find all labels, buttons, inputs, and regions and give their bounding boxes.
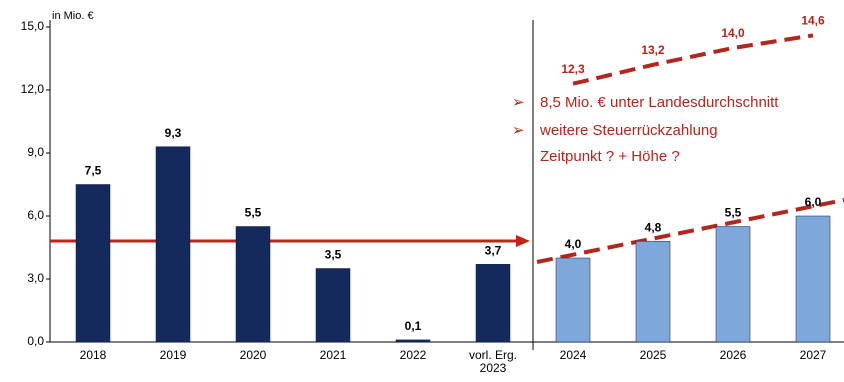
bullet: ➢: [512, 94, 525, 111]
bar: [475, 264, 511, 343]
bar: [795, 215, 831, 343]
upper-trend: [572, 33, 814, 86]
annotation: Zeitpunkt ? + Höhe ?: [540, 148, 680, 165]
x-tick-label: 2025: [639, 348, 667, 362]
x-tick-label: vorl. Erg. 2023: [468, 348, 517, 375]
value-label: 3,7: [485, 243, 502, 257]
bar: [555, 257, 591, 343]
value-label: 9,3: [165, 126, 182, 140]
y-tick-label: 3,0: [27, 271, 44, 285]
y-tick-label: 6,0: [27, 208, 44, 222]
bar: [155, 146, 191, 343]
y-tick-label: 0,0: [27, 334, 44, 348]
value-label: 5,5: [725, 206, 742, 220]
value-label: 4,8: [645, 220, 662, 234]
trend-label: 14,0: [721, 26, 745, 40]
bar: [75, 184, 111, 343]
x-tick-label: 2022: [399, 348, 427, 362]
x-tick-label: 2024: [559, 348, 587, 362]
bar: [715, 226, 751, 343]
x-tick-label: 2027: [799, 348, 827, 362]
x-tick-label: 2018: [79, 348, 107, 362]
bar: [395, 339, 431, 343]
y-tick-label: 15,0: [21, 19, 45, 33]
y-tick-label: 12,0: [21, 82, 45, 96]
value-label: 3,5: [325, 248, 342, 262]
bar: [235, 226, 271, 343]
x-tick-label: 2026: [719, 348, 747, 362]
bar: [635, 240, 671, 343]
annotation: 8,5 Mio. € unter Landesdurchschnitt: [540, 94, 779, 111]
trend-label: 12,3: [561, 62, 585, 76]
trend-label: 13,2: [641, 43, 665, 57]
value-label: 7,5: [85, 164, 102, 178]
value-label: 0,1: [405, 319, 422, 333]
arrow-head: [516, 235, 530, 247]
value-label: 6,0: [805, 195, 822, 209]
y-axis-label: in Mio. €: [52, 10, 94, 22]
trend-label: 14,6: [801, 14, 825, 28]
x-tick-label: 2021: [319, 348, 347, 362]
x-tick-label: 2020: [239, 348, 267, 362]
value-label: 5,5: [245, 206, 262, 220]
x-tick-label: 2019: [159, 348, 187, 362]
bar: [315, 268, 351, 343]
annotation: weitere Steuerrückzahlung: [539, 122, 718, 139]
bullet: ➢: [512, 122, 525, 139]
value-label: 4,0: [565, 237, 582, 251]
y-tick-label: 9,0: [27, 145, 44, 159]
lower-trend: [536, 198, 844, 264]
